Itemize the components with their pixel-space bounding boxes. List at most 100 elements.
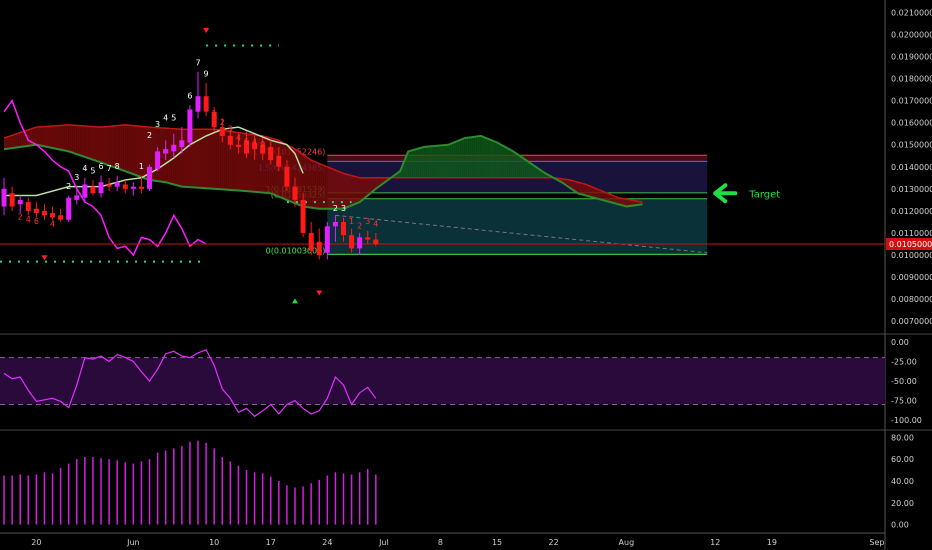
cloud-segment bbox=[224, 130, 227, 190]
candle-body bbox=[308, 232, 314, 251]
cloud-segment bbox=[537, 167, 540, 178]
cloud-segment bbox=[430, 146, 433, 178]
candle bbox=[82, 177, 88, 203]
candle-body bbox=[324, 226, 330, 253]
cloud-segment bbox=[127, 125, 130, 173]
candle bbox=[308, 221, 314, 256]
cloud-segment bbox=[412, 149, 415, 178]
cloud-segment bbox=[577, 182, 580, 194]
cloud-segment bbox=[171, 128, 174, 185]
x-tick-label: 19 bbox=[767, 538, 777, 547]
cloud-segment bbox=[478, 135, 481, 178]
cloud-segment bbox=[624, 198, 627, 207]
cloud-segment bbox=[349, 175, 352, 207]
cloud-segment bbox=[76, 125, 79, 155]
sequential-count: 3 bbox=[74, 173, 79, 182]
candle bbox=[349, 228, 355, 253]
cloud-segment bbox=[523, 158, 526, 178]
cloud-segment bbox=[472, 136, 475, 178]
cloud-segment bbox=[222, 130, 225, 190]
cloud-segment bbox=[220, 130, 223, 190]
cloud-segment bbox=[452, 142, 455, 178]
volume-bar bbox=[342, 473, 345, 525]
x-tick-label: 22 bbox=[549, 538, 559, 547]
lagging-span bbox=[3, 99, 207, 257]
cloud-segment bbox=[208, 129, 211, 189]
cloud-segment bbox=[426, 146, 429, 178]
fib-zone-lower bbox=[327, 198, 708, 255]
cloud-segment bbox=[264, 136, 267, 193]
cloud-segment bbox=[145, 126, 148, 180]
cloud-segment bbox=[276, 139, 279, 197]
cloud-segment bbox=[58, 125, 61, 150]
cloud-segment bbox=[482, 136, 485, 178]
candle bbox=[373, 232, 379, 247]
candle bbox=[114, 175, 120, 192]
cloud-segment bbox=[165, 128, 168, 183]
cloud-segment bbox=[335, 170, 338, 209]
senkou-span-a bbox=[3, 134, 643, 210]
cloud-segment bbox=[573, 181, 576, 192]
cloud-segment bbox=[169, 128, 172, 184]
candle bbox=[219, 118, 225, 143]
y-tick-label: -25.00 bbox=[891, 357, 917, 366]
candle-body bbox=[179, 140, 185, 147]
current-price-tag-label: 0.01050000 bbox=[889, 240, 932, 249]
candle-body bbox=[373, 239, 379, 244]
x-tick-label: 15 bbox=[492, 538, 502, 547]
cloud-segment bbox=[592, 186, 595, 198]
cloud-segment bbox=[301, 153, 304, 207]
volume-bar bbox=[100, 458, 102, 525]
candle bbox=[9, 186, 15, 211]
cloud-segment bbox=[68, 124, 71, 153]
y-tick-label: -75.00 bbox=[891, 397, 917, 406]
candle-body bbox=[114, 182, 120, 187]
candle bbox=[130, 182, 136, 196]
candle bbox=[179, 127, 185, 154]
cloud-segment bbox=[125, 124, 128, 172]
target-arrow-icon bbox=[713, 183, 738, 204]
oscillator-band bbox=[0, 357, 885, 405]
sequential-count: 1 bbox=[349, 217, 354, 226]
volume-bar bbox=[318, 479, 320, 525]
volume-bar bbox=[76, 459, 78, 525]
candle-body bbox=[284, 166, 290, 187]
candle bbox=[1, 177, 7, 216]
candle-body bbox=[227, 135, 233, 145]
time-axis[interactable]: 20 Jun 10 17 24 Jul 8 15 22 Aug 12 19 Sep bbox=[31, 538, 884, 547]
cloud-segment bbox=[519, 155, 522, 178]
cloud-segment bbox=[507, 148, 510, 178]
cloud-segment bbox=[450, 143, 453, 178]
cloud-segment bbox=[147, 126, 150, 181]
cloud-segment bbox=[369, 177, 372, 194]
sequential-count: 2 bbox=[220, 118, 225, 127]
x-tick-label: 24 bbox=[322, 538, 332, 547]
cloud-segment bbox=[274, 139, 277, 196]
candle-body bbox=[357, 237, 363, 249]
sequential-count: 6 bbox=[98, 162, 103, 171]
sequential-count: 4 bbox=[373, 219, 378, 228]
cloud-segment bbox=[183, 129, 186, 187]
cloud-segment bbox=[216, 129, 219, 190]
cloud-segment bbox=[606, 192, 609, 202]
volume-panel bbox=[3, 440, 377, 525]
sequential-count: 4 bbox=[252, 138, 257, 147]
sequential-count: 3 bbox=[341, 204, 346, 213]
cloud-segment bbox=[36, 126, 39, 146]
volume-bar bbox=[205, 442, 207, 525]
cloud-segment bbox=[311, 160, 314, 208]
candle bbox=[138, 175, 144, 194]
candle-body bbox=[276, 155, 282, 167]
x-tick-label: Aug bbox=[619, 538, 635, 547]
volume-bar bbox=[132, 463, 135, 525]
volume-bar bbox=[334, 472, 337, 525]
candle bbox=[316, 228, 322, 260]
sequential-count: 2 bbox=[66, 182, 71, 191]
cloud-segment bbox=[210, 129, 213, 189]
y-tick-label: -50.00 bbox=[891, 377, 917, 386]
volume-bar bbox=[278, 481, 280, 525]
sequential-count: 4 bbox=[82, 164, 87, 173]
candle-body bbox=[332, 221, 338, 227]
